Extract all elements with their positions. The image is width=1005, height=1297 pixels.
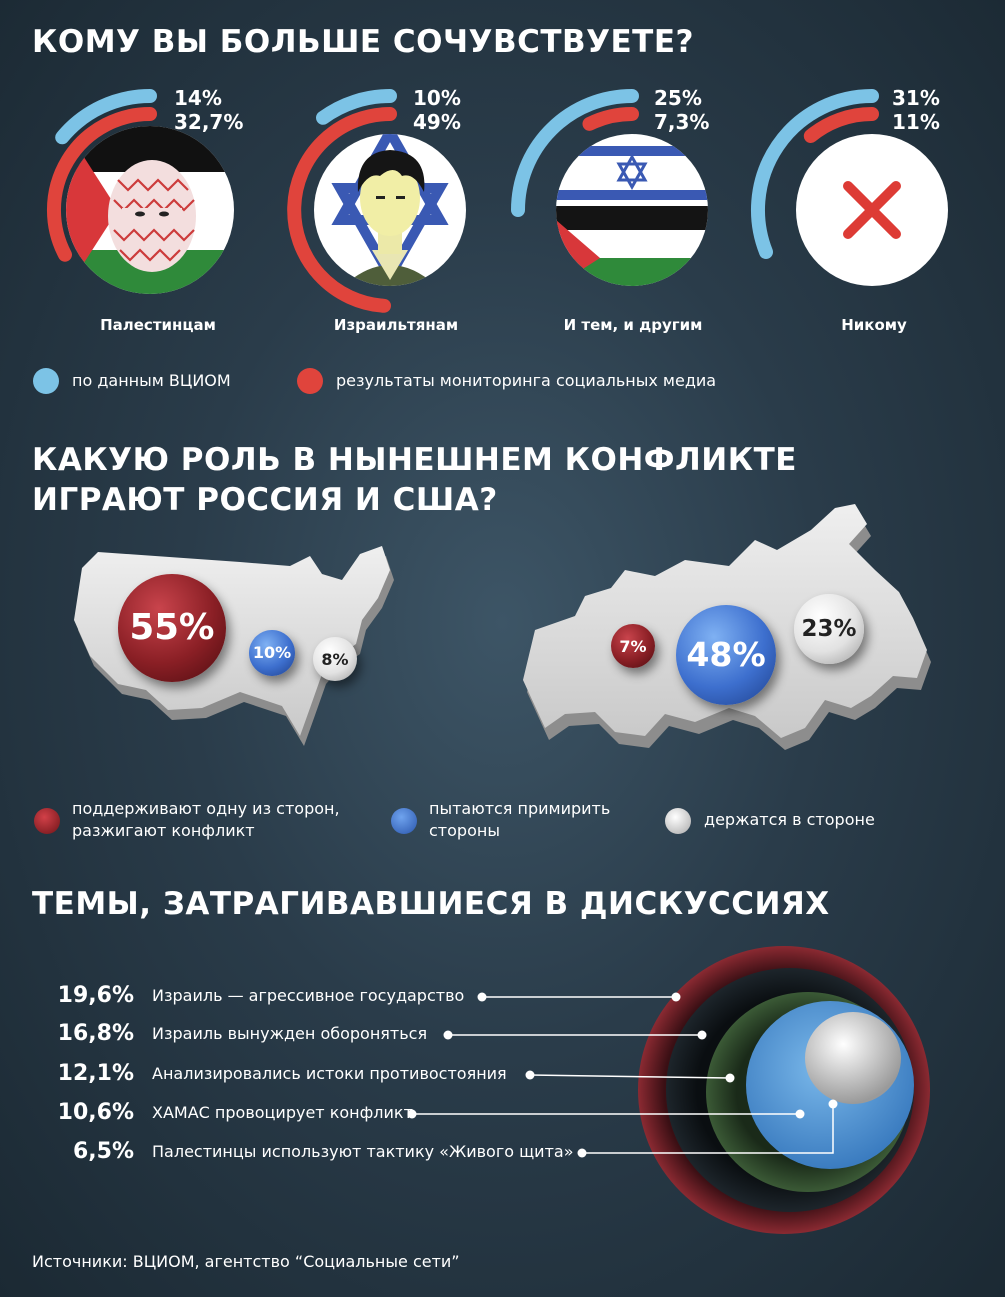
russia-reconcile-bubble: 48%	[675, 604, 777, 706]
israel-wciom-value: 10%	[413, 86, 461, 110]
both-social-value: 7,3%	[654, 110, 710, 134]
israeli-soldier-icon	[314, 134, 466, 286]
topic-connector-dot-1-0	[443, 1030, 453, 1040]
wciom-arc-2	[511, 89, 639, 217]
social-arc-2	[582, 106, 639, 131]
source-note: Источники: ВЦИОМ, агентство “Социальные …	[32, 1252, 460, 1271]
topic-text-3: ХАМАС провоцирует конфликт	[152, 1103, 413, 1122]
topic-pct-3: 10,6%	[57, 1100, 134, 1125]
legend-support-line2: разжигают конфликт	[72, 821, 255, 840]
red-cross-icon	[796, 134, 948, 286]
wciom-arc-0	[55, 89, 157, 145]
category-label-nobody: Никому	[841, 316, 907, 334]
legend-wciom-dot	[33, 368, 59, 394]
topic-pct-2: 12,1%	[57, 1061, 134, 1086]
ring-arcs	[46, 89, 879, 313]
topic-connector-dot-0-0	[477, 992, 487, 1002]
topic-pct-0: 19,6%	[57, 983, 134, 1008]
sympathy-rings	[46, 89, 948, 313]
legend-support-dot	[34, 808, 60, 834]
legend-aside-label: держатся в стороне	[704, 810, 875, 829]
israel-social-value: 49%	[413, 110, 461, 134]
topic-text-2: Анализировались истоки противостояния	[152, 1064, 507, 1083]
russia-support-bubble: 7%	[611, 624, 655, 668]
legend-aside-dot	[665, 808, 691, 834]
topic-connector-dot-3-1	[795, 1109, 805, 1119]
usa-support-bubble: 55%	[118, 574, 226, 682]
topic-connector-4	[582, 1104, 834, 1154]
both-wciom-value: 25%	[654, 86, 702, 110]
usa-reconcile-bubble: 10%	[249, 630, 295, 676]
topic-connector-dot-1-1	[697, 1030, 707, 1040]
topic-connector-dot-2-0	[525, 1070, 535, 1080]
topic-pct-4: 6,5%	[72, 1139, 134, 1164]
topic-connector-dot-3-0	[407, 1109, 417, 1119]
legend-reconcile-line1: пытаются примирить	[429, 799, 611, 818]
palestine-social-value: 32,7%	[174, 110, 244, 134]
category-label-israelis: Израильтянам	[333, 316, 459, 334]
social-arc-1	[287, 107, 397, 313]
section2-title-line2: ИГРАЮТ РОССИЯ И США?	[32, 482, 498, 518]
topics-chart	[407, 946, 930, 1234]
wciom-arc-3	[750, 89, 879, 259]
topic-connector-dot-2-1	[725, 1073, 735, 1083]
topic-connector-dot-4-0	[577, 1148, 587, 1158]
palestine-flag-icon	[66, 126, 234, 294]
topic-connector-dot-0-1	[671, 992, 681, 1002]
legend-reconcile-dot	[391, 808, 417, 834]
social-arc-0	[46, 107, 157, 262]
topic-text-0: Израиль — агрессивное государство	[152, 986, 465, 1005]
topic-text-4: Палестинцы используют тактику «Живого щи…	[152, 1142, 574, 1161]
usa-aside-bubble: 8%	[313, 637, 357, 681]
combined-flags-icon	[556, 134, 708, 286]
topic-circle-4	[805, 1012, 901, 1104]
legend-social-label: результаты мониторинга социальных медиа	[336, 371, 717, 390]
legend-social-dot	[297, 368, 323, 394]
nobody-wciom-value: 31%	[892, 86, 940, 110]
topic-connector-dot-4-1	[828, 1099, 838, 1109]
category-label-both: И тем, и другим	[563, 316, 703, 334]
section2-title-line1: КАКУЮ РОЛЬ В НЫНЕШНЕМ КОНФЛИКТЕ	[32, 442, 797, 478]
legend-reconcile-line2: стороны	[429, 821, 500, 840]
palestine-wciom-value: 14%	[174, 86, 222, 110]
russia-aside-bubble: 23%	[794, 594, 864, 664]
legend-wciom-label: по данным ВЦИОМ	[72, 371, 231, 390]
section3-title: ТЕМЫ, ЗАТРАГИВАВШИЕСЯ В ДИСКУССИЯХ	[32, 886, 830, 922]
wciom-arc-1	[316, 89, 397, 125]
topic-pct-1: 16,8%	[57, 1021, 134, 1046]
category-label-palestinians: Палестинцам	[100, 316, 216, 334]
social-arc-3	[803, 106, 879, 143]
usa-map-icon	[74, 546, 394, 746]
topic-text-1: Израиль вынужден обороняться	[152, 1024, 428, 1043]
nobody-social-value: 11%	[892, 110, 940, 134]
topic-connector-2	[529, 1074, 731, 1079]
section1-title: КОМУ ВЫ БОЛЬШЕ СОЧУВСТВУЕТЕ?	[32, 24, 694, 60]
legend-support-line1: поддерживают одну из сторон,	[72, 799, 340, 818]
